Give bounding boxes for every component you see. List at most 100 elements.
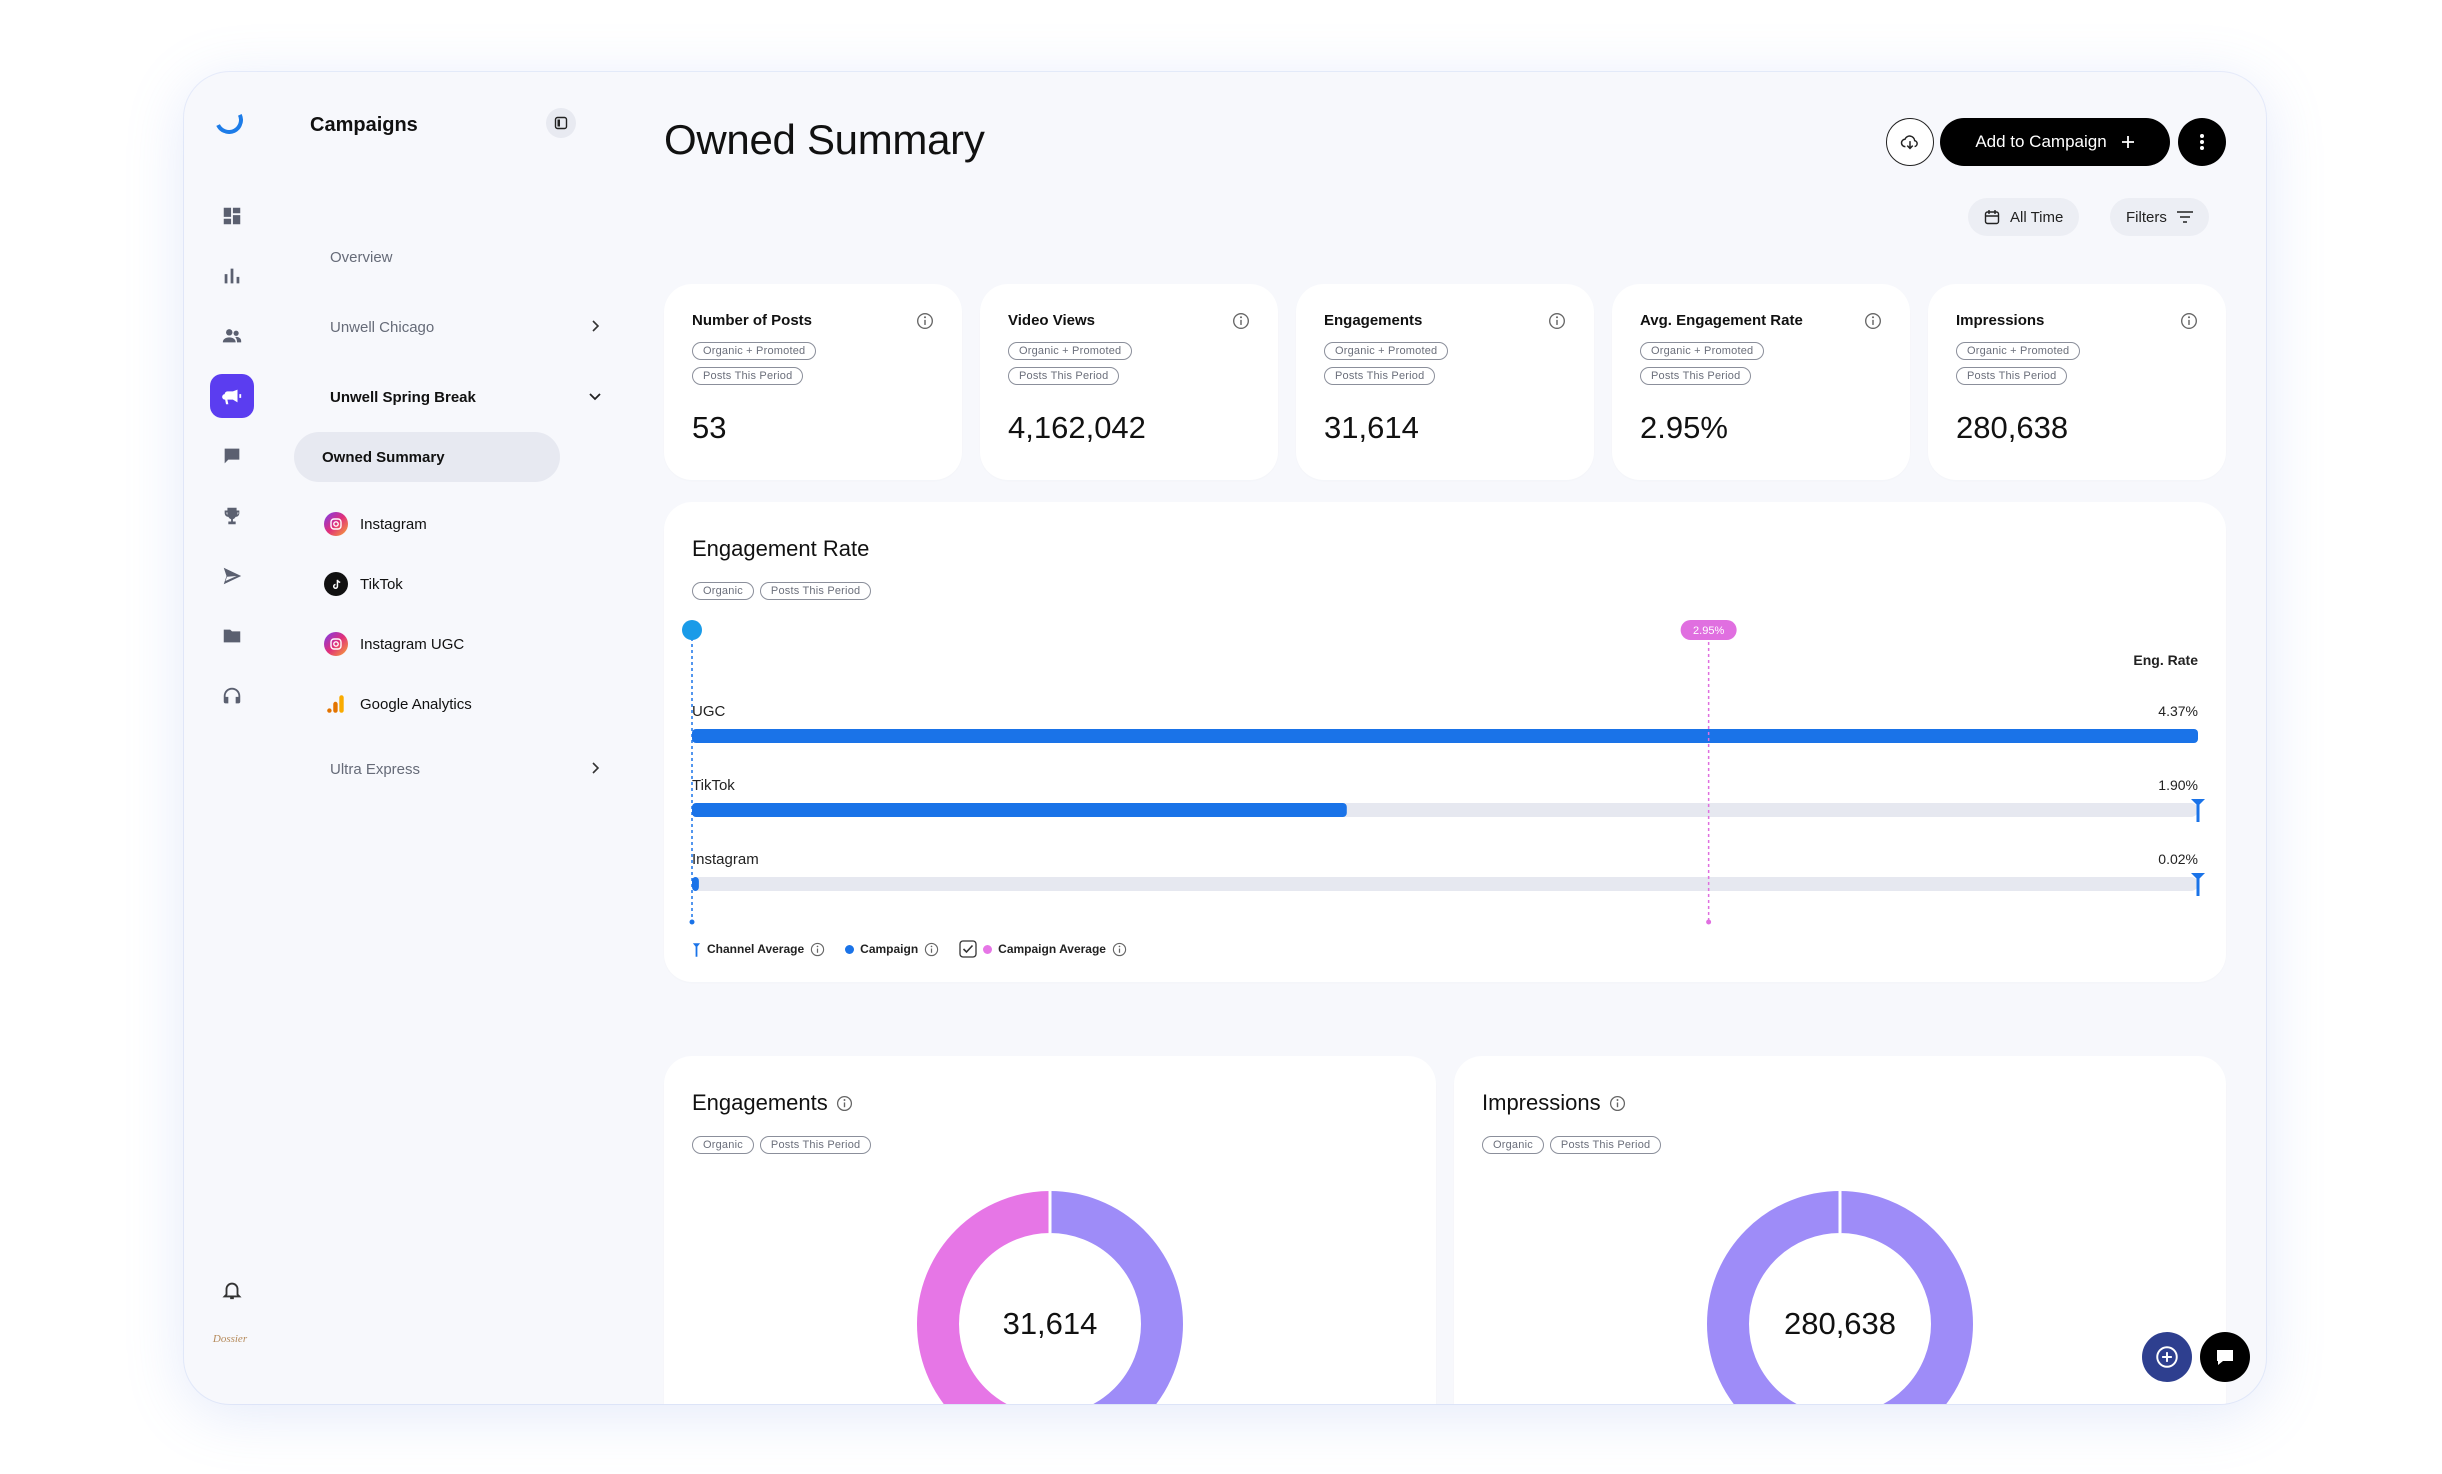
app-window: Dossier Campaigns Overview Unwell Chicag… <box>184 72 2266 1404</box>
add-widget-button[interactable] <box>2142 1332 2192 1382</box>
engagement-rate-card: Engagement Rate Organic Posts This Perio… <box>664 502 2226 982</box>
tiktok-icon <box>324 572 348 596</box>
info-icon[interactable] <box>2180 312 2198 330</box>
info-icon[interactable] <box>1112 942 1127 957</box>
campaign-average-dot-icon <box>983 944 993 954</box>
legend-label: Campaign Average <box>998 942 1106 956</box>
nav-label: Ultra Express <box>330 760 421 778</box>
nav-item-owned-summary[interactable]: Owned Summary <box>294 432 560 482</box>
kpi-title: Engagements <box>1324 312 1423 329</box>
nav-item-instagram-ugc[interactable]: Instagram UGC <box>324 622 464 666</box>
kpi-value: 280,638 <box>1956 410 2069 445</box>
trophy-icon[interactable] <box>210 494 254 538</box>
people-icon[interactable] <box>210 314 254 358</box>
nav-label: Instagram UGC <box>360 635 465 653</box>
send-icon[interactable] <box>210 554 254 598</box>
nav-item-unwell-chicago[interactable]: Unwell Chicago <box>294 302 624 352</box>
sidebar-toggle-icon <box>554 116 568 130</box>
kpi-card: Impressions Organic + Promoted Posts Thi… <box>1928 284 2226 480</box>
posts-period-tag: Posts This Period <box>1640 367 1752 385</box>
chevron-right-icon <box>592 320 600 332</box>
posts-period-tag: Posts This Period <box>1956 367 2068 385</box>
campaign-start-dot <box>682 620 702 640</box>
nav-item-google-analytics[interactable]: Google Analytics <box>324 682 472 726</box>
organic-promoted-tag: Organic + Promoted <box>1956 342 2081 360</box>
filters-button[interactable]: Filters <box>2110 198 2209 236</box>
bell-icon[interactable] <box>210 1268 254 1312</box>
bar-track <box>692 877 2198 891</box>
kpi-card: Video Views Organic + Promoted Posts Thi… <box>980 284 1278 480</box>
add-to-campaign-button[interactable]: Add to Campaign <box>1940 118 2170 166</box>
icon-rail: Dossier <box>184 72 278 1404</box>
organic-promoted-tag: Organic + Promoted <box>1324 342 1449 360</box>
donut-slice[interactable] <box>1049 1191 1183 1404</box>
kpi-title: Number of Posts <box>692 312 813 329</box>
more-options-button[interactable] <box>2178 118 2226 166</box>
bar-ugc <box>692 729 2198 743</box>
info-icon[interactable] <box>924 942 939 957</box>
filter-lines-icon <box>2176 211 2193 223</box>
campaign-dot-icon <box>845 944 855 954</box>
chevron-down-icon <box>589 393 601 401</box>
nav-item-instagram[interactable]: Instagram <box>324 502 427 546</box>
kpi-title: Avg. Engagement Rate <box>1640 312 1803 329</box>
chat-button[interactable] <box>2200 1332 2250 1382</box>
bar-label: UGC <box>692 703 726 720</box>
nav-item-tiktok[interactable]: TikTok <box>324 562 403 606</box>
plus-circle-icon <box>2156 1346 2178 1368</box>
dashboard-icon[interactable] <box>210 194 254 238</box>
headset-icon[interactable] <box>210 674 254 718</box>
nav-item-unwell-spring-break[interactable]: Unwell Spring Break <box>294 372 624 422</box>
engagements-card: Engagements Organic Posts This Period 31… <box>664 1056 1436 1404</box>
engagements-tags: Organic Posts This Period <box>692 1136 872 1154</box>
info-icon[interactable] <box>810 942 825 957</box>
messages-icon[interactable] <box>210 434 254 478</box>
kpi-value: 53 <box>692 410 727 445</box>
nav-item-ultra-express[interactable]: Ultra Express <box>294 744 624 794</box>
info-icon[interactable] <box>1232 312 1250 330</box>
organic-promoted-tag: Organic + Promoted <box>1008 342 1133 360</box>
kpi-card: Number of Posts Organic + Promoted Posts… <box>664 284 962 480</box>
section-title: Engagements <box>692 1090 828 1115</box>
collapse-panel-button[interactable] <box>546 108 576 138</box>
kpi-title: Impressions <box>1956 312 2045 329</box>
campaign-average-end-dot <box>1706 919 1712 925</box>
legend-label: Channel Average <box>707 942 805 956</box>
info-icon[interactable] <box>836 1095 853 1112</box>
kpi-card: Avg. Engagement Rate Organic + Promoted … <box>1612 284 1910 480</box>
posts-period-tag: Posts This Period <box>1008 367 1120 385</box>
nav-label: Unwell Spring Break <box>330 388 476 406</box>
app-logo-icon[interactable] <box>211 102 247 138</box>
donut-slice[interactable] <box>917 1191 1051 1404</box>
download-button[interactable] <box>1886 118 1934 166</box>
info-icon[interactable] <box>1609 1095 1626 1112</box>
date-range-button[interactable]: All Time <box>1968 198 2080 236</box>
channel-average-marker-icon <box>692 942 701 957</box>
folder-icon[interactable] <box>210 614 254 658</box>
brand-avatar[interactable]: Dossier <box>212 1333 248 1345</box>
kpi-tags: Organic + Promoted Posts This Period <box>1640 342 1765 385</box>
posts-period-tag: Posts This Period <box>692 367 804 385</box>
date-range-label: All Time <box>2010 208 2064 226</box>
kpi-tags: Organic + Promoted Posts This Period <box>692 342 817 385</box>
nav-label: TikTok <box>360 575 403 593</box>
nav-label: Instagram <box>360 515 427 533</box>
channel-average-marker <box>2191 799 2205 822</box>
info-icon[interactable] <box>1548 312 1566 330</box>
analytics-icon[interactable] <box>210 254 254 298</box>
campaign-average-badge-label: 2.95% <box>1693 625 1724 637</box>
campaigns-megaphone-icon[interactable] <box>210 374 254 418</box>
bar-value-label: 1.90% <box>2158 777 2198 793</box>
kpi-tags: Organic + Promoted Posts This Period <box>1324 342 1449 385</box>
info-icon[interactable] <box>916 312 934 330</box>
bar-value-label: 4.37% <box>2158 703 2198 719</box>
organic-tag: Organic <box>692 1136 754 1154</box>
campaign-average-checkbox[interactable] <box>959 940 977 958</box>
info-icon[interactable] <box>1864 312 1882 330</box>
channel-average-marker <box>2191 873 2205 896</box>
organic-tag: Organic <box>1482 1136 1544 1154</box>
posts-period-tag: Posts This Period <box>1549 1136 1662 1154</box>
kpi-tags: Organic + Promoted Posts This Period <box>1956 342 2081 385</box>
nav-item-overview[interactable]: Overview <box>294 232 624 282</box>
impressions-donut-value: 280,638 <box>1783 1306 1897 1341</box>
